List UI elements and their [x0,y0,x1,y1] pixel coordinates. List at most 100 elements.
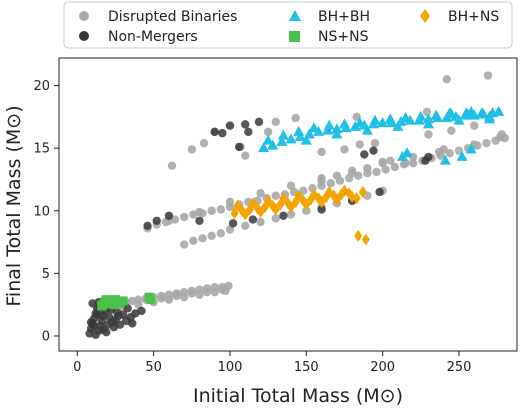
data-point-circle [299,186,308,195]
data-point-circle [225,197,235,207]
data-point-circle [372,167,381,177]
legend-box [63,1,513,49]
data-point-circle [225,225,235,234]
data-point-circle [198,234,207,243]
data-point-circle [92,310,102,319]
data-point-triangle [465,143,477,154]
data-point-circle [210,127,219,137]
x-tick-label: 0 [73,360,81,375]
data-point-circle [187,145,197,154]
data-point-triangle [415,110,427,121]
data-point-circle [254,117,264,127]
data-point-circle [317,147,326,157]
data-point-diamond [332,193,341,206]
data-point-circle [189,236,198,246]
data-point-circle [218,285,227,294]
data-point-triangle [397,150,408,161]
data-point-triangle [484,113,496,124]
plot-frame [58,57,518,352]
data-point-circle [108,318,117,327]
data-point-circle [225,121,235,130]
data-point-diamond [264,194,273,207]
data-point-circle [340,145,349,154]
data-point-circle [207,231,216,241]
data-point-circle [390,162,400,172]
data-point-circle [216,205,226,214]
data-point-triangle [300,134,312,145]
data-point-diamond [309,188,318,201]
data-point-square [110,295,120,305]
data-point-circle [347,168,357,178]
data-point-triangle [267,139,279,150]
data-point-circle [115,320,125,329]
data-point-circle [234,142,244,152]
x-tick-label: 100 [218,360,243,375]
data-point-circle [434,147,444,157]
legend: Disrupted Binaries Non-Mergers BH+BH NS+… [63,1,513,49]
data-point-circle [179,212,189,222]
data-point-circle [271,117,280,127]
data-point-diamond [361,233,370,246]
data-point-diamond [248,197,257,210]
data-point-triangle [400,112,412,123]
legend-label-nsns: NS+NS [318,29,369,45]
data-point-circle [375,187,384,197]
data-point-circle [447,126,456,135]
data-point-triangle [322,124,334,135]
data-point-circle [442,75,451,84]
data-point-circle [386,156,395,165]
data-point-circle [187,289,197,298]
data-point-circle [128,319,137,328]
data-point-triangle [276,135,288,146]
legend-marker-bhbh [289,10,301,21]
data-point-triangle [285,133,297,144]
data-point-diamond [325,185,334,198]
data-point-triangle [439,154,451,165]
data-point-diamond [354,229,363,242]
data-point-circle [167,161,177,170]
data-point-circle [360,150,369,159]
data-point-circle [286,210,296,219]
legend-label-disrupted: Disrupted Binaries [108,9,237,25]
data-point-triangle [308,122,320,133]
data-point-circle [497,130,506,139]
data-point-circle [244,127,253,137]
data-point-square [101,295,111,305]
data-point-circle [445,148,455,158]
data-point-circle [91,330,100,339]
data-point-circle [210,287,219,297]
y-tick-label: 20 [33,79,50,94]
data-point-circle [286,181,296,190]
y-tick-label: 10 [33,204,50,219]
data-point-circle [195,207,204,217]
data-point-circle [248,215,258,224]
data-point-triangle [453,114,465,125]
data-point-circle [137,306,146,316]
data-point-diamond [256,206,265,219]
data-point-triangle [476,107,488,118]
data-point-circle [381,165,390,174]
data-point-circle [241,221,250,230]
data-point-circle [143,221,152,230]
axes-layer: 0 50 100 150 200 250 0 5 10 15 20 [33,79,471,375]
data-point-circle [370,138,380,148]
legend-label-bhns: BH+NS [448,9,499,25]
data-point-triangle [262,134,274,145]
data-point-circle [89,321,99,331]
data-point-triangle [331,128,343,139]
y-tick-label: 5 [42,267,50,282]
data-point-circle [152,216,161,225]
data-point-circle [317,176,326,185]
data-point-triangle [293,125,305,136]
data-point-circle [326,179,335,188]
data-point-diamond [340,184,349,197]
data-point-circle [241,151,250,160]
data-point-circle [279,211,288,220]
data-point-diamond [230,207,239,220]
data-point-diamond [287,201,296,214]
legend-marker-bhns [420,9,430,23]
data-point-circle [172,291,181,301]
data-point-diamond [294,189,303,202]
points-layer [85,71,509,339]
data-point-circle [199,138,209,148]
